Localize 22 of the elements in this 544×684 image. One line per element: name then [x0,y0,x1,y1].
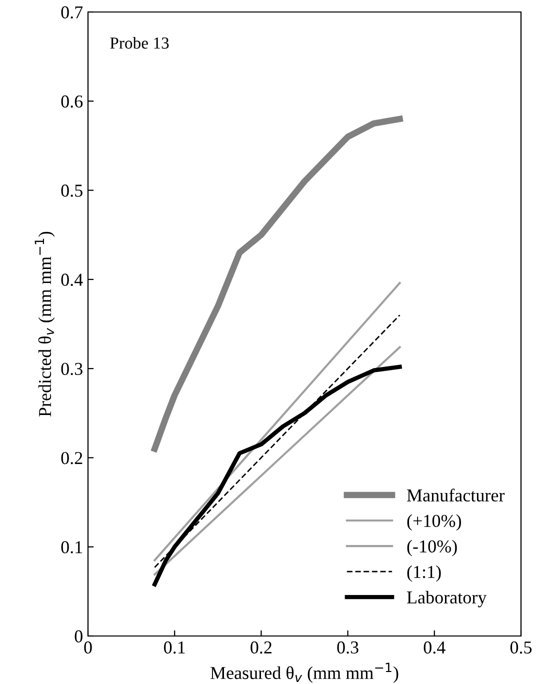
x-tick-label: 0.5 [510,641,532,654]
legend-label: (+10%) [407,514,462,531]
y-tick-label: 0.1 [61,541,82,554]
x-tick-label: 0 [84,641,92,654]
y-axis-title: Predicted θ$_{v}$ (mm mm$^{−1}$) [34,232,55,417]
legend-label: Laboratory [407,590,487,608]
y-tick-label: 0.4 [61,274,83,286]
legend-label: (1:1) [407,565,441,582]
legend-label: Manufacturer [407,488,505,502]
x-tick-label: 0.3 [337,641,358,654]
y-tick-label: 0.5 [61,184,82,197]
x-axis-title: Measured θ$_{v}$ (mm mm$^{−1}$) [210,662,398,683]
y-tick-label: 0.7 [61,6,83,19]
y-tick-label: 0.6 [61,95,83,108]
x-tick-label: 0.4 [424,641,446,654]
x-tick-label: 0.2 [250,641,272,654]
x-tick-label: 0.1 [164,641,185,654]
legend-label: (-10%) [407,540,457,556]
y-tick-label: 0.2 [61,452,82,464]
y-tick-label: 0.3 [61,362,82,376]
y-tick-label: 0 [74,630,82,642]
annotation: Probe 13 [110,36,169,49]
